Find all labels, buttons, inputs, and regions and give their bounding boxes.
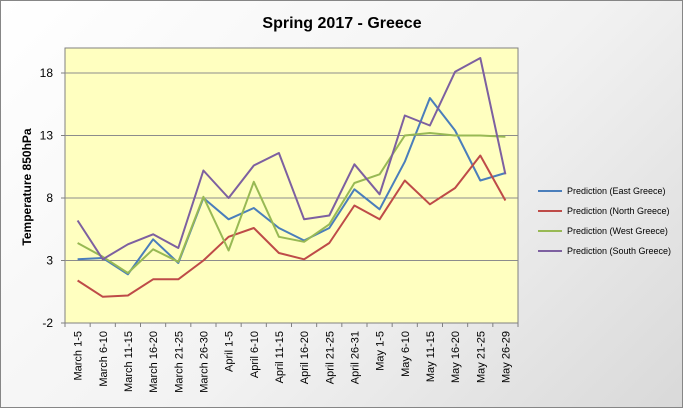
y-tick-label: 13 (40, 129, 54, 143)
x-tick-label: May 11-15 (425, 331, 437, 382)
y-tick-label: -2 (42, 316, 53, 330)
legend-label: Prediction (South Greece) (567, 246, 671, 256)
series-lines (76, 57, 507, 298)
x-tick-label: April 6-10 (249, 331, 261, 378)
x-tick-label: May 1-5 (375, 331, 387, 371)
x-axis-ticks: March 1-5 March 6-10 March 11-15 March 16-2… (64, 323, 519, 393)
x-tick-label: April 26-31 (349, 331, 361, 384)
x-tick-label: May 16-20 (450, 331, 462, 383)
x-tick-label: May 21-25 (475, 331, 487, 383)
legend-label: Prediction (East Greece) (567, 186, 666, 196)
legend-label: Prediction (North Greece) (567, 206, 670, 216)
y-tick-label: 18 (40, 66, 54, 80)
legend: Prediction (East Greece) Prediction (Nort… (538, 186, 671, 256)
x-tick-label: April 21-25 (324, 331, 336, 384)
y-axis-label: Temperature 850hPa (20, 128, 34, 245)
x-tick-label: March 1-5 (73, 331, 85, 381)
y-tick-label: 3 (46, 254, 53, 268)
x-tick-label: April 1-5 (224, 331, 236, 372)
series-line (77, 132, 506, 274)
chart-title: Spring 2017 - Greece (262, 15, 421, 32)
series-line (77, 97, 506, 276)
x-tick-label: March 16-20 (148, 331, 160, 393)
y-axis-ticks: -2 3 8 13 18 (40, 66, 65, 330)
x-tick-label: May 6-10 (400, 331, 412, 377)
series-line (76, 57, 507, 261)
x-tick-label: April 11-15 (274, 331, 286, 383)
y-tick-label: 8 (46, 191, 53, 205)
x-tick-label: March 6-10 (98, 331, 110, 387)
x-tick-label: April 16-20 (299, 331, 311, 384)
x-tick-label: May 26-29 (500, 331, 512, 383)
legend-label: Prediction (West Greece) (567, 226, 668, 236)
x-tick-label: March 11-15 (123, 331, 135, 392)
series-line (77, 154, 507, 298)
x-tick-label: March 21-25 (173, 331, 185, 393)
x-tick-label: March 26-30 (198, 331, 210, 393)
